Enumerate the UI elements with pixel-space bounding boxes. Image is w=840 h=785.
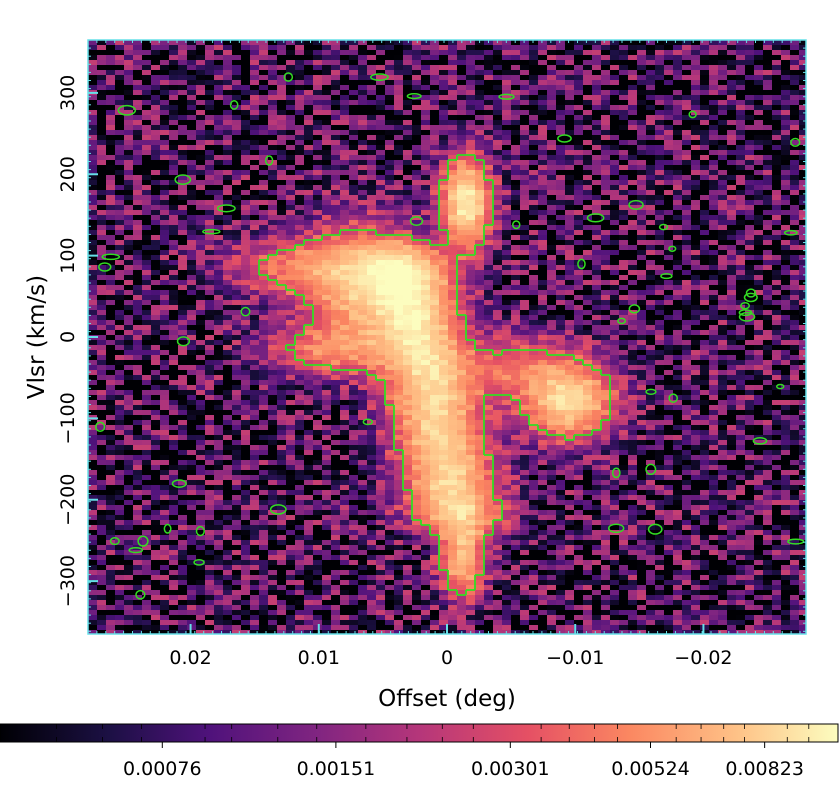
- noise-contour: [95, 421, 106, 433]
- noise-contour: [409, 215, 424, 227]
- noise-contour: [738, 311, 756, 322]
- x-tick-label: 0.02: [169, 647, 211, 669]
- noise-contour: [128, 547, 144, 554]
- noise-contour: [752, 437, 768, 445]
- x-tick-label: −0.02: [674, 647, 732, 669]
- noise-contour: [611, 467, 621, 479]
- noise-contour: [117, 104, 137, 116]
- noise-contour: [647, 523, 663, 535]
- y-tick-label: 100: [57, 237, 79, 273]
- heatmap-image: [88, 40, 806, 634]
- x-axis: 0.02 0.01 0 −0.01 −0.02: [169, 624, 733, 669]
- colorbar-tick-label: 0.00151: [297, 758, 376, 780]
- colorbar-tick-label: 0.00301: [471, 758, 550, 780]
- noise-contour: [577, 258, 586, 270]
- noise-contour: [628, 304, 641, 314]
- colorbar-tick-label: 0.00524: [611, 758, 690, 780]
- y-axis-title: Vlsr (km/s): [24, 275, 50, 399]
- noise-contour: [174, 174, 192, 185]
- noise-contour: [193, 558, 205, 566]
- noise-contour: [370, 73, 389, 81]
- noise-contour: [229, 100, 239, 110]
- noise-contour: [163, 523, 172, 534]
- noise-contour: [688, 110, 697, 119]
- noise-contour: [787, 538, 805, 545]
- noise-contour: [668, 245, 677, 252]
- noise-contour: [586, 213, 605, 223]
- plot-panel: [87, 39, 807, 635]
- noise-contour: [109, 536, 120, 546]
- noise-contour: [101, 253, 121, 261]
- noise-contour: [264, 155, 274, 166]
- noise-contour: [740, 301, 751, 310]
- y-tick-label: −100: [57, 392, 79, 444]
- noise-contour: [240, 306, 251, 317]
- y-axis: 300 200 100 0 −100 −200 −300: [57, 75, 98, 607]
- noise-contour: [498, 93, 515, 100]
- noise-contour: [617, 317, 627, 325]
- x-axis-title: Offset (deg): [378, 686, 516, 712]
- noise-contour: [283, 72, 294, 82]
- noise-contour: [135, 589, 146, 600]
- y-tick-label: 0: [57, 331, 79, 343]
- noise-contour: [783, 229, 798, 236]
- noise-contour: [362, 418, 373, 426]
- x-tick-label: −0.01: [546, 647, 604, 669]
- noise-contour: [607, 523, 625, 534]
- noise-contour: [743, 292, 758, 303]
- noise-contour: [406, 92, 422, 100]
- colorbar-tick-label: 0.00823: [725, 758, 804, 780]
- noise-contour: [512, 220, 521, 230]
- y-tick-label: −200: [57, 474, 79, 526]
- intensity-contours: [95, 72, 805, 600]
- noise-contour: [216, 204, 236, 213]
- noise-contour: [775, 383, 785, 390]
- frame-minor-ticks: [87, 39, 806, 634]
- noise-contour: [557, 134, 572, 143]
- noise-contour: [790, 137, 801, 147]
- x-tick-label: 0.01: [298, 647, 340, 669]
- main-contour: [258, 154, 611, 596]
- colorbar-tick-label: 0.00076: [123, 758, 202, 780]
- noise-contour: [645, 388, 657, 395]
- noise-contour: [269, 504, 287, 515]
- colorbar: 0.00076 0.00151 0.00301 0.00524 0.00823: [0, 723, 839, 780]
- y-tick-label: 200: [57, 156, 79, 192]
- noise-contour: [668, 393, 679, 403]
- noise-contour: [98, 262, 112, 272]
- noise-contour: [137, 535, 149, 547]
- noise-contour: [658, 223, 669, 231]
- noise-contour: [745, 288, 757, 298]
- noise-contour: [195, 525, 206, 537]
- noise-contour: [660, 272, 673, 280]
- noise-contour: [176, 336, 191, 347]
- noise-contour: [171, 479, 187, 488]
- x-tick-label: 0: [441, 647, 453, 669]
- noise-contour: [202, 228, 221, 235]
- noise-contour: [645, 463, 657, 476]
- y-tick-label: 300: [57, 75, 79, 111]
- y-tick-label: −300: [57, 555, 79, 607]
- noise-contour: [628, 199, 644, 210]
- colorbar-ticks: 0.00076 0.00151 0.00301 0.00524 0.00823: [56, 724, 810, 780]
- colorbar-ramp: [0, 723, 839, 743]
